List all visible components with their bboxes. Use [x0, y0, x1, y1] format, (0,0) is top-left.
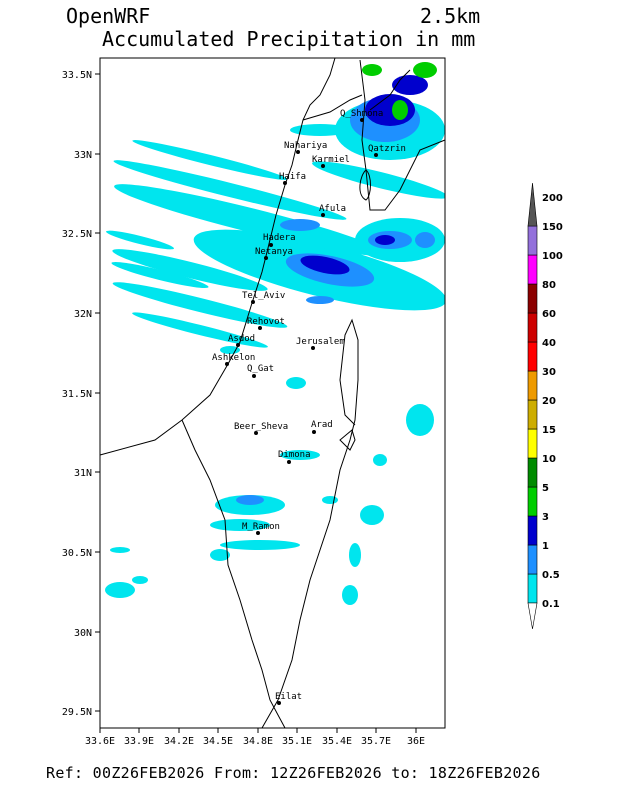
- lon-axis: 33.6E 33.9E 34.2E 34.5E 34.8E 35.1E 35.4…: [85, 728, 425, 747]
- lon-tick-label: 35.4E: [322, 736, 352, 747]
- model-name: OpenWRF: [66, 4, 151, 28]
- city-dot: [321, 213, 325, 217]
- colorbar-label: 0.1: [542, 599, 560, 610]
- city-label: Jerusalem: [296, 337, 345, 347]
- colorbar-segment: [527, 182, 538, 227]
- colorbar-label: 3: [542, 512, 549, 523]
- colorbar-segment: [527, 602, 538, 630]
- colorbar: 0.1 0.5 1 3 5 10 15 20 30 40 60 80 100 150 200: [527, 182, 563, 630]
- colorbar-label: 60: [542, 309, 556, 320]
- lat-tick-label: 33N: [74, 150, 92, 161]
- city-label: Tel_Aviv: [242, 291, 285, 301]
- colorbar-label: 150: [542, 222, 563, 233]
- lat-tick-label: 31N: [74, 468, 92, 479]
- colorbar-segment: [527, 312, 538, 343]
- colorbar-label: 1: [542, 541, 549, 552]
- lon-tick-label: 35.1E: [282, 736, 312, 747]
- city-dot: [287, 460, 291, 464]
- city-dot: [252, 374, 256, 378]
- colorbar-label: 10: [542, 454, 556, 465]
- colorbar-segments: [527, 182, 538, 630]
- city-label: M_Ramon: [242, 522, 280, 532]
- city-dot: [374, 153, 378, 157]
- city-label: Haifa: [279, 172, 306, 182]
- colorbar-label: 80: [542, 280, 556, 291]
- city-label: Afula: [319, 204, 346, 214]
- city-label: Rehovot: [247, 317, 285, 327]
- city-label: Asdod: [228, 334, 255, 344]
- colorbar-segment: [527, 457, 538, 488]
- city-label: Eilat: [275, 692, 302, 702]
- city-label: Qatzrin: [368, 144, 406, 154]
- colorbar-segment: [527, 341, 538, 372]
- colorbar-label: 0.5: [542, 570, 560, 581]
- colorbar-label: 20: [542, 396, 556, 407]
- lon-tick-label: 33.6E: [85, 736, 115, 747]
- colorbar-segment: [527, 254, 538, 285]
- city-dot: [264, 256, 268, 260]
- city-dot: [360, 118, 364, 122]
- colorbar-label: 100: [542, 251, 563, 262]
- colorbar-segment: [527, 370, 538, 401]
- precipitation-shading: [105, 62, 445, 605]
- city-label: Q_Gat: [247, 364, 274, 374]
- colorbar-segment: [527, 283, 538, 314]
- colorbar-segment: [527, 515, 538, 546]
- city-dot: [258, 326, 262, 330]
- city-dot: [256, 531, 260, 535]
- coastline-borders: [99, 57, 446, 729]
- city-dot: [321, 164, 325, 168]
- colorbar-segment: [527, 428, 538, 459]
- lat-tick-label: 30.5N: [62, 548, 92, 559]
- city-dot: [277, 701, 281, 705]
- city-dot: [254, 431, 258, 435]
- city-markers: Q_Shmona Nahariya Qatzrin Karmiel Haifa …: [212, 109, 406, 705]
- city-dot: [312, 430, 316, 434]
- colorbar-label: 5: [542, 483, 549, 494]
- model-resolution: 2.5km: [420, 4, 481, 28]
- city-label: Hadera: [263, 233, 296, 243]
- city-dot: [311, 346, 315, 350]
- colorbar-label: 15: [542, 425, 556, 436]
- lat-tick-label: 30N: [74, 628, 92, 639]
- lon-tick-label: 34.2E: [164, 736, 194, 747]
- colorbar-label: 40: [542, 338, 556, 349]
- lat-tick-label: 32N: [74, 309, 92, 320]
- city-dot: [296, 150, 300, 154]
- city-label: Beer_Sheva: [234, 422, 288, 432]
- colorbar-labels: 0.1 0.5 1 3 5 10 15 20 30 40 60 80 100 150 200: [542, 193, 563, 610]
- colorbar-label: 200: [542, 193, 563, 204]
- lat-tick-label: 33.5N: [62, 70, 92, 81]
- city-dot: [225, 362, 229, 366]
- colorbar-label: 30: [542, 367, 556, 378]
- city-dot: [251, 300, 255, 304]
- lon-tick-label: 36E: [407, 736, 425, 747]
- city-dot: [283, 181, 287, 185]
- colorbar-segment: [527, 225, 538, 256]
- lon-tick-label: 33.9E: [124, 736, 154, 747]
- city-label: Arad: [311, 420, 333, 430]
- map-title: Accumulated Precipitation in mm: [102, 27, 476, 51]
- lat-tick-label: 29.5N: [62, 707, 92, 718]
- lat-axis: 33.5N 33N 32.5N 32N 31.5N 31N 30.5N 30N …: [62, 70, 100, 718]
- colorbar-segment: [527, 573, 538, 604]
- lat-tick-label: 31.5N: [62, 389, 92, 400]
- lon-tick-label: 34.5E: [203, 736, 233, 747]
- city-label: Karmiel: [312, 155, 350, 165]
- lat-tick-label: 32.5N: [62, 229, 92, 240]
- city-dot: [236, 343, 240, 347]
- city-label: Dimona: [278, 450, 311, 460]
- forecast-period: Ref: 00Z26FEB2026 From: 12Z26FEB2026 to:…: [46, 764, 541, 782]
- lon-tick-label: 34.8E: [243, 736, 273, 747]
- city-label: Ashkelon: [212, 353, 255, 363]
- city-label: Nahariya: [284, 141, 327, 151]
- lon-tick-label: 35.7E: [361, 736, 391, 747]
- colorbar-segment: [527, 544, 538, 575]
- city-label: Q_Shmona: [340, 109, 383, 119]
- city-label: Netanya: [255, 247, 293, 257]
- colorbar-segment: [527, 486, 538, 517]
- colorbar-segment: [527, 399, 538, 430]
- city-dot: [269, 243, 273, 247]
